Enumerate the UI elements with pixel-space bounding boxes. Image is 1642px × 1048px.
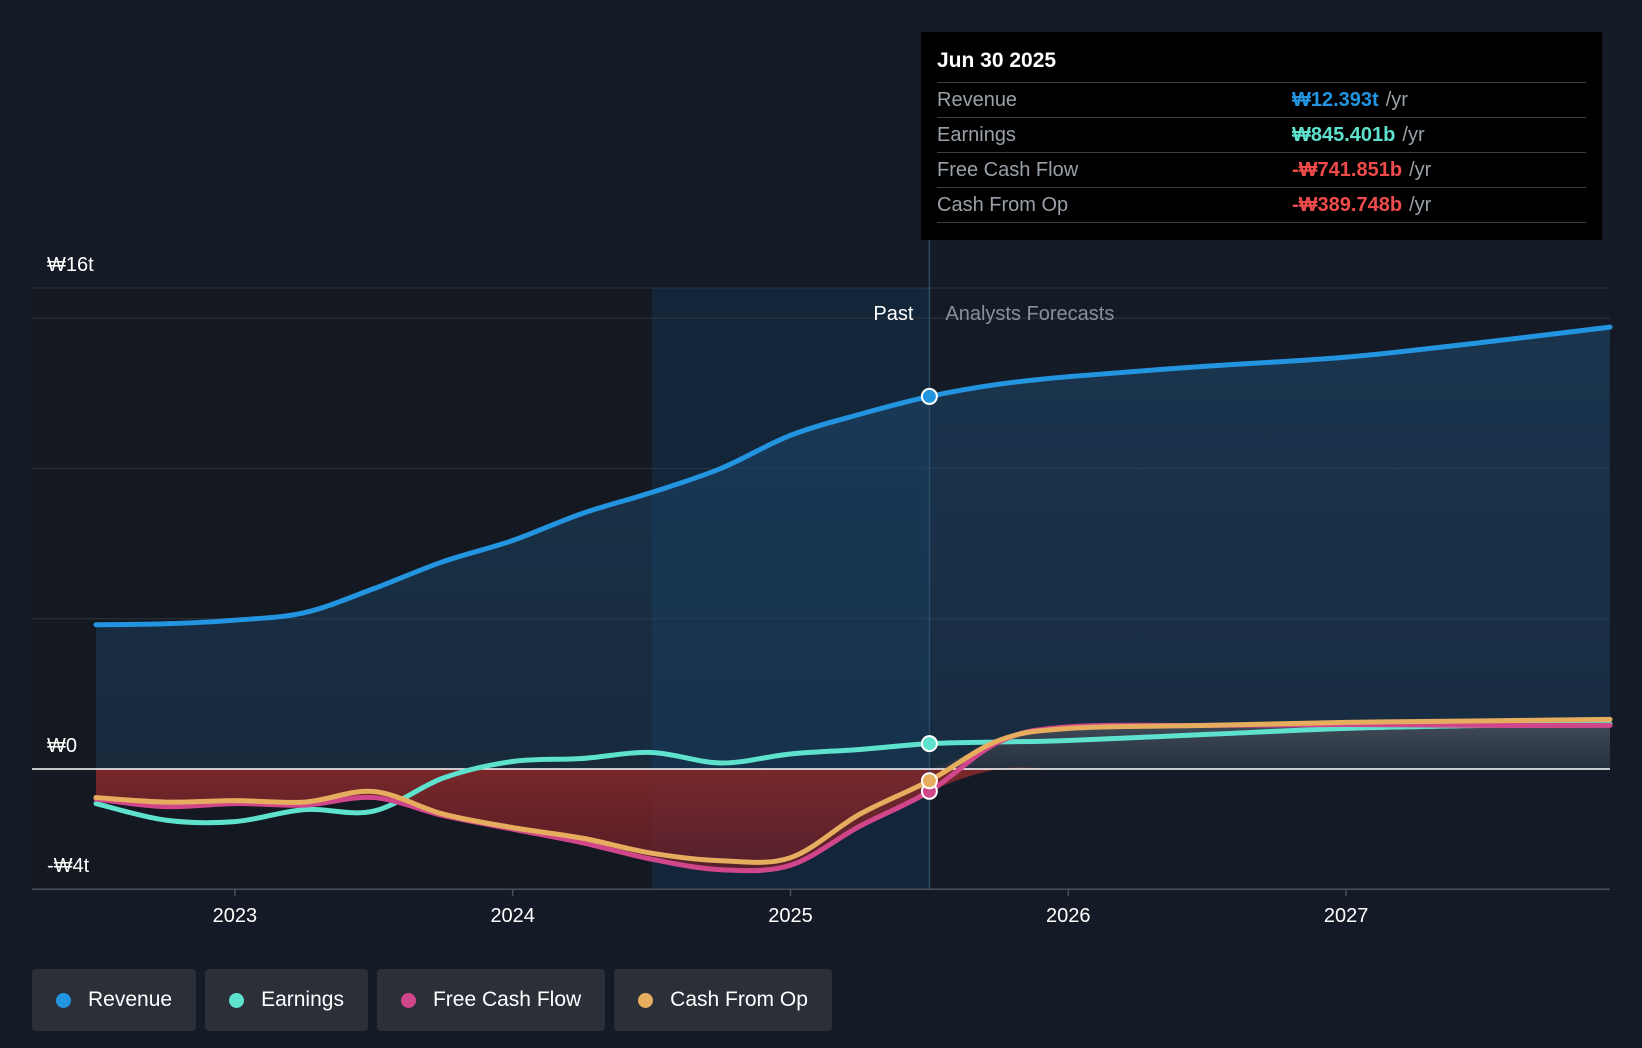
x-tick-label: 2025 [768,905,813,927]
cash-from-op-dot-icon [638,992,654,1008]
tooltip-unit: /yr [1409,158,1432,181]
past-label: Past [873,303,913,325]
legend: Revenue Earnings Free Cash Flow Cash Fro… [32,969,832,1031]
legend-label: Cash From Op [670,988,808,1011]
tooltip-value: ₩845.401b [1292,123,1396,146]
tooltip-value: -₩741.851b [1292,158,1403,181]
legend-label: Free Cash Flow [432,988,582,1011]
y-label-bottom: -₩4t [47,855,90,877]
tooltip-row-cash-from-op: Cash From Op -₩389.748b /yr [937,187,1586,223]
tooltip-value: ₩12.393t [1292,88,1379,111]
cash-from-op-line [93,716,1613,865]
tooltip-label: Free Cash Flow [937,158,1079,181]
tooltip-label: Cash From Op [937,193,1069,216]
legend-item-earnings[interactable]: Earnings [205,969,368,1031]
revenue-dot-icon [56,992,71,1008]
legend-label: Earnings [261,988,344,1011]
tooltip-unit: /yr [1409,193,1432,216]
revenue-area [96,327,1610,769]
x-tick-label: 2026 [1046,905,1091,927]
x-tick-label: 2023 [213,905,258,927]
y-label-zero: ₩0 [47,735,77,757]
tooltip: Jun 30 2025 Revenue ₩12.393t /yr Earning… [921,32,1602,240]
revenue-marker [920,387,938,405]
tooltip-unit: /yr [1402,123,1425,146]
tooltip-row-free-cash-flow: Free Cash Flow -₩741.851b /yr [937,152,1586,187]
earnings-line [93,721,1613,826]
legend-item-free-cash-flow[interactable]: Free Cash Flow [376,969,606,1031]
analysts-forecasts-label: Analysts Forecasts [945,303,1114,325]
legend-item-revenue[interactable]: Revenue [32,969,197,1031]
tooltip-label: Earnings [937,123,1016,146]
tooltip-row-revenue: Revenue ₩12.393t /yr [937,82,1586,117]
legend-item-cash-from-op[interactable]: Cash From Op [614,969,832,1031]
tooltip-value: -₩389.748b [1292,193,1403,216]
x-tick-label: 2027 [1324,905,1369,927]
revenue-line [93,324,1613,628]
earnings-dot-icon [229,992,245,1008]
free-cash-flow-dot-icon [400,992,416,1008]
legend-label: Revenue [88,988,173,1011]
earnings-marker [920,735,938,753]
tooltip-unit: /yr [1385,88,1408,111]
x-tick-label: 2024 [490,905,535,927]
tooltip-label: Revenue [937,88,1018,111]
y-label-top: ₩16t [47,254,94,276]
tooltip-date: Jun 30 2025 [937,49,1057,72]
cash-from-op-marker [920,772,938,790]
tooltip-row-earnings: Earnings ₩845.401b /yr [937,117,1586,152]
